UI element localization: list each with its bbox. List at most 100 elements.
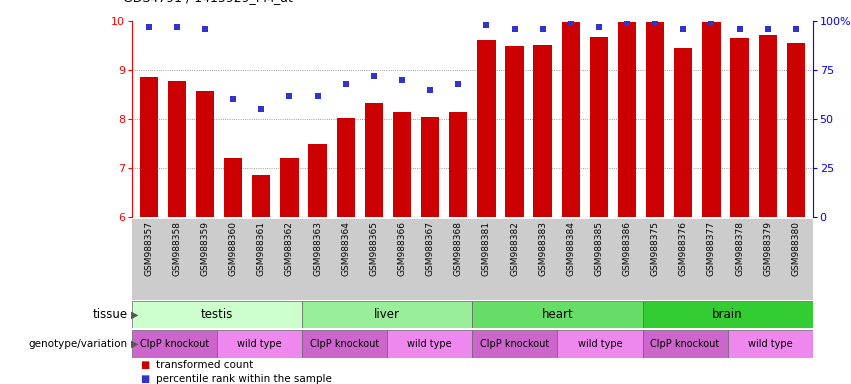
Bar xyxy=(643,301,813,328)
Point xyxy=(451,81,465,87)
Text: ClpP knockout: ClpP knockout xyxy=(480,339,550,349)
Text: GSM988361: GSM988361 xyxy=(257,221,266,276)
Text: liver: liver xyxy=(374,308,400,321)
Bar xyxy=(217,330,302,358)
Point xyxy=(339,81,352,87)
Text: GSM988360: GSM988360 xyxy=(229,221,237,276)
Text: testis: testis xyxy=(201,308,233,321)
Text: GSM988382: GSM988382 xyxy=(510,221,519,276)
Text: GSM988364: GSM988364 xyxy=(341,221,351,276)
Point xyxy=(648,20,662,26)
Text: ■: ■ xyxy=(140,374,150,384)
Bar xyxy=(421,117,439,217)
Text: GSM988368: GSM988368 xyxy=(454,221,463,276)
Text: GSM988375: GSM988375 xyxy=(651,221,660,276)
Point xyxy=(536,26,550,32)
Text: GSM988386: GSM988386 xyxy=(623,221,631,276)
Point xyxy=(677,26,690,32)
Text: GSM988357: GSM988357 xyxy=(145,221,153,276)
Text: genotype/variation: genotype/variation xyxy=(29,339,128,349)
Point xyxy=(423,87,437,93)
Bar xyxy=(280,158,299,217)
Point xyxy=(170,24,184,30)
Text: GSM988363: GSM988363 xyxy=(313,221,322,276)
Bar xyxy=(168,81,186,217)
Point xyxy=(592,24,606,30)
Bar xyxy=(786,43,805,217)
Text: GSM988385: GSM988385 xyxy=(594,221,603,276)
Point xyxy=(733,26,746,32)
Text: GSM988381: GSM988381 xyxy=(482,221,491,276)
Bar xyxy=(477,40,495,217)
Point xyxy=(311,93,324,99)
Bar xyxy=(472,301,643,328)
Text: GSM988366: GSM988366 xyxy=(397,221,407,276)
Text: GSM988376: GSM988376 xyxy=(679,221,688,276)
Point xyxy=(620,20,634,26)
Text: GSM988378: GSM988378 xyxy=(735,221,744,276)
Text: tissue: tissue xyxy=(93,308,128,321)
Bar xyxy=(449,112,467,217)
Text: GSM988362: GSM988362 xyxy=(285,221,294,276)
Bar xyxy=(472,330,557,358)
Point xyxy=(761,26,774,32)
Bar xyxy=(618,22,637,217)
Text: ▶: ▶ xyxy=(131,310,139,320)
Bar xyxy=(387,330,472,358)
Bar xyxy=(730,38,749,217)
Bar xyxy=(702,22,721,217)
Text: wild type: wild type xyxy=(237,339,282,349)
Text: ClpP knockout: ClpP knockout xyxy=(140,339,209,349)
Bar xyxy=(393,112,411,217)
Text: percentile rank within the sample: percentile rank within the sample xyxy=(156,374,332,384)
Bar xyxy=(365,103,383,217)
Text: GSM988377: GSM988377 xyxy=(707,221,716,276)
Bar xyxy=(302,301,472,328)
Point xyxy=(395,77,408,83)
Text: ■: ■ xyxy=(140,360,150,370)
Bar xyxy=(132,330,217,358)
Point xyxy=(283,93,296,99)
Text: brain: brain xyxy=(712,308,743,321)
Text: GSM988358: GSM988358 xyxy=(173,221,181,276)
Text: GSM988359: GSM988359 xyxy=(201,221,209,276)
Text: wild type: wild type xyxy=(748,339,792,349)
Bar xyxy=(646,22,665,217)
Bar xyxy=(224,158,243,217)
Text: heart: heart xyxy=(541,308,574,321)
Point xyxy=(198,26,212,32)
Point xyxy=(789,26,802,32)
Bar xyxy=(302,330,387,358)
Bar xyxy=(557,330,643,358)
Bar xyxy=(505,46,523,217)
Point xyxy=(705,20,718,26)
Point xyxy=(508,26,522,32)
Bar xyxy=(758,35,777,217)
Bar xyxy=(336,118,355,217)
Text: GDS4791 / 1415929_PM_at: GDS4791 / 1415929_PM_at xyxy=(123,0,294,4)
Bar xyxy=(534,45,551,217)
Point xyxy=(142,24,156,30)
Bar xyxy=(308,144,327,217)
Bar xyxy=(643,330,728,358)
Bar xyxy=(252,175,271,217)
Point xyxy=(564,20,578,26)
Text: wild type: wild type xyxy=(578,339,622,349)
Text: GSM988379: GSM988379 xyxy=(763,221,772,276)
Bar xyxy=(562,22,580,217)
Bar xyxy=(728,330,813,358)
Text: GSM988380: GSM988380 xyxy=(791,221,800,276)
Point xyxy=(367,73,380,79)
Bar xyxy=(196,91,214,217)
Text: ClpP knockout: ClpP knockout xyxy=(650,339,720,349)
Bar xyxy=(132,301,302,328)
Bar xyxy=(674,48,693,217)
Point xyxy=(480,22,494,28)
Text: ClpP knockout: ClpP knockout xyxy=(310,339,380,349)
Text: wild type: wild type xyxy=(408,339,452,349)
Text: GSM988384: GSM988384 xyxy=(566,221,575,276)
Point xyxy=(254,106,268,113)
Bar xyxy=(140,78,158,217)
Bar xyxy=(590,37,608,217)
Text: GSM988383: GSM988383 xyxy=(538,221,547,276)
